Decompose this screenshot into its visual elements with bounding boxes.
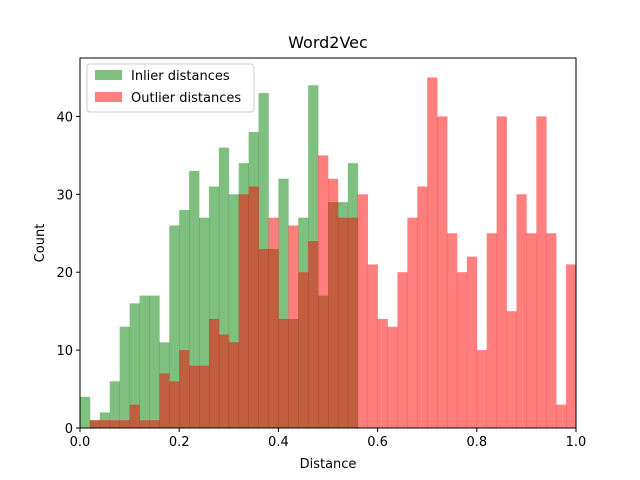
outlier-bar [556,404,567,428]
outlier-bar [536,116,547,429]
outlier-bar [318,155,329,428]
outlier-bar [308,241,319,428]
inlier-bar [179,209,190,428]
legend-label-outlier: Outlier distances [131,91,241,106]
outlier-bar [218,334,230,428]
outlier-bar [476,350,488,428]
y-tick-label: 40 [56,110,73,125]
inlier-bar [80,396,91,428]
outlier-bar [119,420,130,428]
outlier-bar [199,365,210,428]
x-tick-label: 1.0 [566,435,587,450]
y-tick-label: 20 [56,266,73,281]
legend-box [86,63,255,113]
outlier-bar [447,233,458,428]
outlier-bar [179,350,190,428]
outlier-bar [496,116,507,429]
outlier-bar [189,365,200,428]
inlier-bar [129,303,140,428]
outlier-bar [466,256,478,428]
outlier-bar [268,217,279,428]
outlier-bar [149,420,160,428]
x-tick-label: 0.2 [169,435,190,450]
outlier-bar [566,264,577,428]
outlier-bar [516,194,527,428]
outlier-bar [486,233,497,428]
inlier-bar [199,217,210,428]
outlier-bar [109,420,120,428]
inlier-bar [169,225,180,428]
legend: Inlier distances Outlier distances [86,63,255,113]
x-axis-ticks: 0.0 0.2 0.4 0.6 0.8 1.0 [70,428,587,450]
x-tick-label: 0.4 [268,435,289,450]
outlier-bar [397,272,408,428]
inlier-bar [228,194,240,428]
outlier-bar [347,217,359,428]
x-tick-label: 0.6 [367,435,388,450]
outlier-bar [328,178,339,428]
outlier-bar [288,225,299,428]
outlier-bar [437,116,448,429]
outlier-bar [456,272,468,428]
inlier-bar [109,381,120,428]
inlier-bar [139,295,150,428]
legend-label-inlier: Inlier distances [131,69,230,84]
outlier-bar [546,233,557,428]
outlier-bar [377,318,388,428]
outlier-bar [89,420,101,428]
outlier-bar [139,420,150,428]
outlier-bar [248,186,259,428]
outlier-bar [387,326,398,428]
chart-title: Word2Vec [288,33,368,52]
inlier-bar [119,326,130,428]
outlier-bar [526,233,537,428]
inlier-bar [208,186,220,428]
y-tick-label: 0 [65,422,73,437]
y-axis-ticks: 0 10 20 30 40 [56,110,80,437]
y-axis-label: Count [33,224,48,263]
x-axis-label: Distance [300,457,357,472]
outlier-bar [208,318,220,428]
outlier-bar [357,194,368,428]
plot-area-frame [79,57,577,429]
outlier-bar [298,272,309,428]
y-tick-label: 10 [56,344,73,359]
outlier-bar [258,248,269,428]
outlier-bar [367,264,378,428]
outlier-bar [337,217,349,428]
outlier-bar [278,318,289,428]
inlier-bar [189,170,200,428]
inlier-bar [218,147,230,428]
outlier-bar [228,342,240,428]
x-tick-label: 0.8 [466,435,487,450]
y-tick-label: 30 [56,188,73,203]
outlier-bar [159,373,170,428]
x-tick-label: 0.0 [70,435,91,450]
inlier-bar [278,178,289,428]
outlier-bar [129,404,140,428]
outlier-bar [506,311,517,428]
inlier-bar [149,295,160,428]
legend-swatch-outlier [95,92,122,102]
outlier-bar [427,77,438,428]
legend-swatch-inlier [95,70,122,80]
outlier-bar [99,420,111,428]
outlier-bars [89,77,577,429]
outlier-bar [407,217,418,428]
outlier-bar [238,194,249,428]
outlier-bar [417,186,428,428]
outlier-bar [169,381,180,428]
